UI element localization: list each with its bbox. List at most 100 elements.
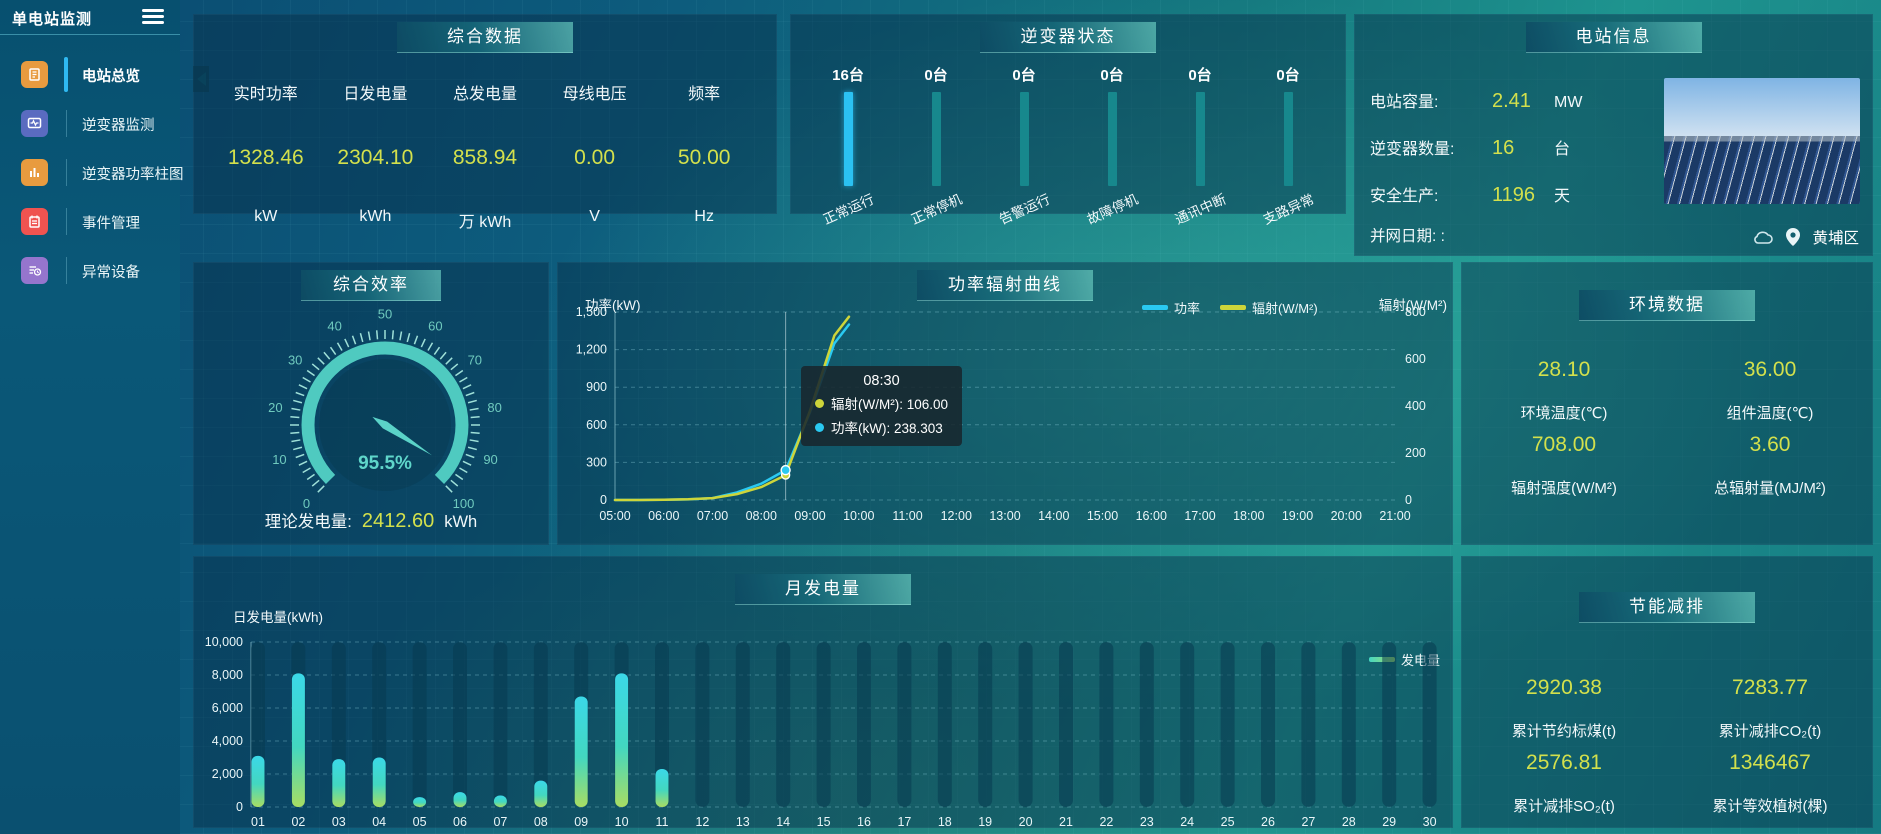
- active-indicator: [66, 159, 67, 186]
- x-tick: 19:00: [1282, 509, 1313, 523]
- active-indicator: [66, 208, 67, 235]
- bar-day-06: [453, 792, 467, 807]
- bar-track: [493, 642, 508, 807]
- station-info-row: 逆变器数量: 16 台: [1370, 135, 1570, 160]
- inverter-status-chart[interactable]: 16台 正常运行 0台 正常停机 0台 告警运行 0台 故障停机 0台 通讯中断 0台 支路异常: [804, 58, 1332, 227]
- efficiency-gauge[interactable]: 0 10 20 30 40 50 60 70 80 90 100 95.5%: [193, 292, 549, 532]
- panel-title-comprehensive-data: 综合数据: [397, 22, 573, 53]
- bar-track: [1261, 642, 1275, 807]
- hamburger-menu-icon[interactable]: [142, 9, 164, 25]
- inverter-monitor-icon: [21, 110, 48, 137]
- gauge-tick: [302, 467, 311, 474]
- x-tick: 01: [251, 815, 265, 828]
- panel-title-energy-saving: 节能减排: [1579, 592, 1755, 623]
- bar-track: [412, 642, 427, 807]
- theory-value: 2412.60: [361, 510, 435, 532]
- panel-title-efficiency: 综合效率: [301, 270, 441, 301]
- sidebar-item-station-overview[interactable]: 电站总览: [0, 50, 180, 99]
- gauge-tick: [469, 407, 479, 411]
- gauge-tick: [399, 331, 403, 341]
- bar-day-08: [534, 780, 548, 807]
- inverter-status-label: 支路异常: [1260, 191, 1317, 228]
- location-cluster[interactable]: 黄埔区: [1752, 226, 1859, 248]
- legend-item-辐射(W/M²)[interactable]: 辐射(W/M²): [1220, 298, 1318, 317]
- x-tick: 12:00: [941, 509, 972, 523]
- bar-track: [453, 642, 467, 807]
- sidebar-item-label: 电站总览: [82, 69, 140, 85]
- bar-track: [1341, 642, 1356, 807]
- metric-column: 频率 50.00 Hz: [649, 66, 759, 232]
- x-tick: 06:00: [648, 509, 679, 523]
- sidebar-item-label: 事件管理: [82, 216, 140, 232]
- saving-kpi: 1346467 累计等效植树(棵): [1667, 751, 1873, 816]
- x-tick: 28: [1342, 815, 1356, 828]
- theory-unit: kWh: [444, 513, 478, 531]
- power-curve-chart[interactable]: 1,500 1,200 900 600 300 0 800 600 400 200 0 05:00 06…: [557, 262, 1453, 545]
- x-tick: 18: [938, 815, 952, 828]
- theory-label: 理论发电量:: [264, 513, 352, 531]
- gauge-tick: [450, 363, 459, 371]
- sidebar-item-inverter-power-bars[interactable]: 逆变器功率柱图: [0, 148, 184, 197]
- metric-column: 实时功率 1328.46 kW: [211, 66, 321, 232]
- bar-chart-icon: [21, 159, 48, 186]
- y-right-tick: 600: [1405, 352, 1426, 366]
- gauge-tick: [467, 446, 477, 451]
- y-tick: 8,000: [212, 668, 243, 682]
- x-tick: 24: [1180, 815, 1194, 828]
- gauge-tick: [291, 407, 301, 411]
- gauge-tick: [317, 357, 325, 365]
- monthly-bar-chart[interactable]: 10,000 8,000 6,000 4,000 2,000 0 01 02 03 04 05 06 0…: [193, 556, 1453, 828]
- bar-day-04: [372, 757, 386, 807]
- metric-value: 50.00: [677, 146, 731, 169]
- station-info-unit: 台: [1554, 141, 1571, 158]
- bar-track: [1180, 642, 1195, 807]
- gauge-tick: [455, 473, 464, 481]
- sidebar-item-label: 逆变器功率柱图: [82, 167, 184, 183]
- tooltip-series-text: 功率(kW): 238.303: [831, 421, 943, 436]
- gauge-tick: [298, 384, 308, 390]
- inverter-status-bar: [843, 92, 853, 186]
- bar-track: [655, 642, 669, 807]
- bar-track: [1099, 642, 1114, 807]
- bar-day-02: [291, 673, 305, 807]
- gauge-scale-number: 50: [378, 307, 392, 322]
- station-info-label: 电站容量:: [1370, 94, 1439, 111]
- inverter-status-label: 正常运行: [820, 191, 877, 228]
- location-pin-icon[interactable]: [1786, 228, 1801, 246]
- tooltip-rows: 辐射(W/M²): 106.00 功率(kW): 238.303: [815, 393, 948, 437]
- station-info-row: 安全生产: 1196 天: [1370, 182, 1570, 207]
- bar-track: [816, 642, 831, 807]
- metrics-row: 实时功率 1328.46 kW 日发电量 2304.10 kWh 总发电量 858.94 万 k…: [211, 66, 759, 231]
- panel-comprehensive-data: 综合数据 实时功率 1328.46 kW 日发电量 2304.10 kWh 总发电量 858.…: [193, 14, 777, 231]
- saving-kpi-label: 累计节约标煤(t): [1511, 723, 1617, 740]
- power-curve-legend[interactable]: 功率 辐射(W/M²): [1142, 298, 1318, 317]
- x-tick: 19: [978, 815, 992, 828]
- station-info-unit: 天: [1554, 188, 1571, 205]
- station-info-value: 1196: [1492, 184, 1536, 206]
- x-tick: 11: [656, 815, 669, 828]
- x-tick: 17:00: [1184, 509, 1215, 523]
- sidebar-item-event-management[interactable]: 事件管理: [0, 197, 180, 246]
- gauge-tick: [344, 338, 350, 348]
- x-tick: 20:00: [1331, 509, 1362, 523]
- legend-item-功率[interactable]: 功率: [1142, 298, 1200, 317]
- environment-kpi-label: 辐射强度(W/M²): [1511, 480, 1617, 497]
- abnormal-device-icon: [21, 257, 48, 284]
- sidebar-collapse-arrow[interactable]: [193, 66, 209, 92]
- cloud-icon[interactable]: [1752, 229, 1774, 245]
- sidebar-item-inverter-monitoring[interactable]: 逆变器监测: [0, 99, 180, 148]
- legend-label: 功率: [1174, 301, 1201, 316]
- gauge-scale-number: 0: [303, 496, 310, 511]
- sidebar-item-abnormal-devices[interactable]: 异常设备: [0, 246, 180, 295]
- bar-track: [1422, 642, 1437, 807]
- gauge-scale-number: 90: [483, 452, 497, 467]
- x-tick: 06: [453, 815, 467, 828]
- gauge-scale-number: 20: [268, 400, 282, 415]
- environment-kpi-label: 总辐射量(MJ/M²): [1714, 480, 1826, 497]
- y-right-tick: 800: [1405, 305, 1426, 319]
- y-left-tick: 1,500: [576, 305, 607, 319]
- metric-unit: V: [589, 208, 600, 225]
- district-label: 黄埔区: [1812, 230, 1859, 247]
- sidebar-menu: 电站总览逆变器监测逆变器功率柱图 事件管理异常设备: [0, 50, 184, 295]
- x-tick: 13:00: [989, 509, 1020, 523]
